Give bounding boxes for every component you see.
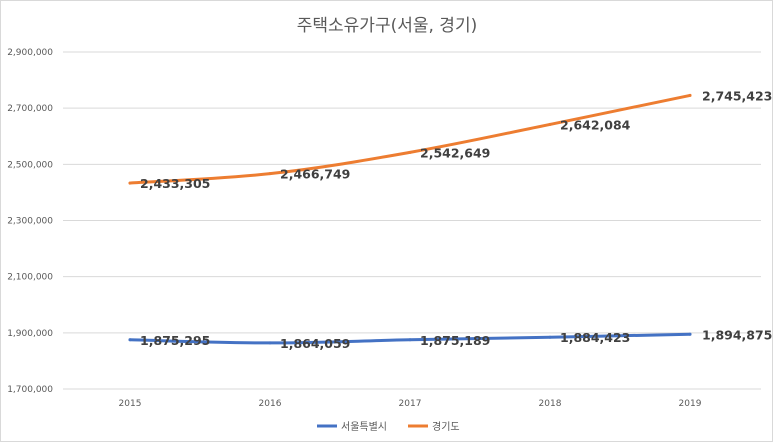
data-point [268,341,272,345]
data-point [548,122,552,126]
x-tick-label: 2019 [679,399,702,409]
data-point [548,335,552,339]
data-label: 2,466,749 [280,167,350,182]
data-label: 2,642,084 [560,117,631,132]
chart-title: 주택소유가구(서울, 경기) [297,16,477,36]
data-labels: 1,875,295 1,864,059 1,875,189 1,884,423 1,89… [140,88,772,351]
data-label: 1,864,059 [280,336,350,351]
data-label: 1,894,875 [702,327,772,342]
y-tick-label: 2,100,000 [7,273,53,283]
data-point [128,181,132,185]
y-axis-ticks: 1,700,000 1,900,000 2,100,000 2,300,000 2,50… [7,48,53,395]
x-axis-ticks: 2015 2016 2017 2018 2019 [119,399,702,409]
gridlines [63,51,761,390]
series-lines [128,93,692,345]
data-point [128,338,132,342]
y-tick-label: 2,500,000 [7,160,53,170]
data-point [408,338,412,342]
y-tick-label: 2,300,000 [7,217,53,227]
data-label: 1,875,295 [140,333,210,348]
x-tick-label: 2015 [119,399,142,409]
x-tick-label: 2018 [539,399,562,409]
legend: 서울특별시 경기도 [317,420,460,433]
data-point [688,332,692,336]
data-label: 1,884,423 [560,330,630,345]
data-label: 2,745,423 [702,88,772,103]
data-label: 1,875,189 [420,333,490,348]
data-point [408,150,412,154]
y-tick-label: 2,700,000 [7,104,53,114]
x-tick-label: 2016 [259,399,282,409]
data-point [268,172,272,176]
y-tick-label: 1,700,000 [7,385,53,395]
data-point [688,93,692,97]
data-label: 2,433,305 [140,176,210,191]
y-tick-label: 1,900,000 [7,329,53,339]
x-tick-label: 2017 [399,399,422,409]
legend-label: 서울특별시 [341,421,387,433]
legend-label: 경기도 [432,420,460,433]
y-tick-label: 2,900,000 [7,48,53,58]
data-label: 2,542,649 [420,145,490,160]
